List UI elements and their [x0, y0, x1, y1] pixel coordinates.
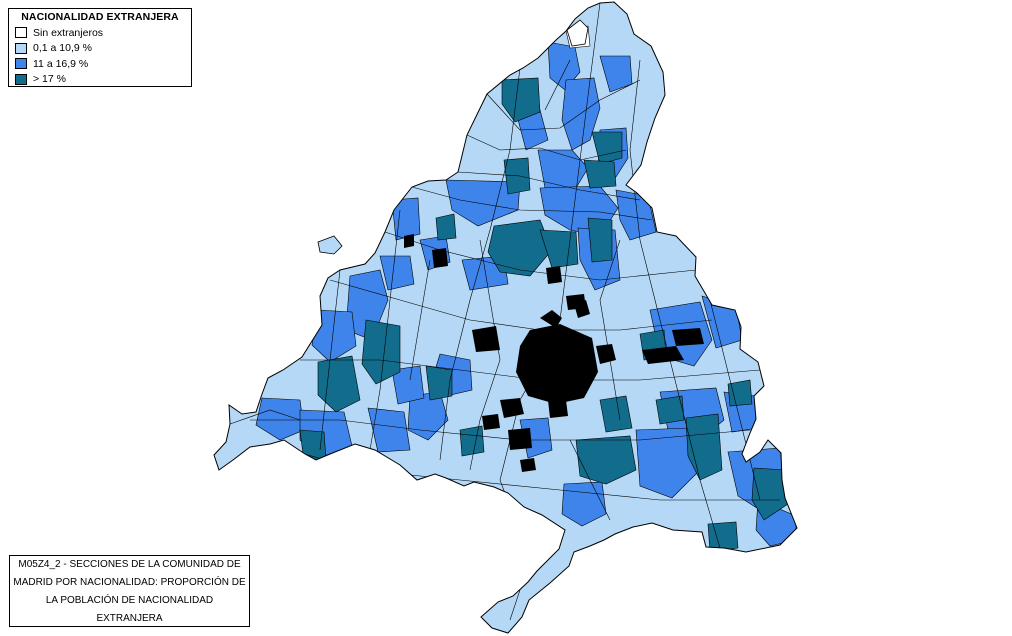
exclave-west [317, 235, 343, 255]
urban-core [404, 234, 704, 472]
legend-item-medium: 11 a 16,9 % [15, 56, 185, 72]
legend-swatch-none [15, 27, 27, 39]
legend-swatch-low [15, 42, 27, 54]
legend-item-low: 0,1 a 10,9 % [15, 41, 185, 57]
legend-label-high: > 17 % [33, 73, 66, 86]
legend-item-high: > 17 % [15, 72, 185, 88]
map-caption: M05Z4_2 - SECCIONES DE LA COMUNIDAD DE M… [9, 555, 250, 627]
legend-label-medium: 11 a 16,9 % [33, 57, 89, 70]
section-patches [229, 2, 797, 621]
caption-line-1: M05Z4_2 - SECCIONES DE LA COMUNIDAD DE [18, 559, 241, 570]
white-section-north [566, 19, 589, 47]
legend: NACIONALIDAD EXTRANJERA Sin extranjeros … [8, 8, 192, 87]
legend-swatch-high [15, 73, 27, 85]
legend-label-low: 0,1 a 10,9 % [33, 42, 92, 55]
caption-line-4: EXTRANJERA [96, 613, 163, 624]
legend-label-none: Sin extranjeros [33, 26, 104, 39]
legend-title: NACIONALIDAD EXTRANJERA [21, 11, 179, 23]
section-boundaries [229, 2, 780, 621]
caption-line-3: LA POBLACIÓN DE NACIONALIDAD [45, 595, 214, 606]
legend-item-none: Sin extranjeros [15, 25, 185, 41]
legend-swatch-medium [15, 58, 27, 70]
caption-line-2: MADRID POR NACIONALIDAD: PROPORCIÓN DE [13, 577, 246, 588]
